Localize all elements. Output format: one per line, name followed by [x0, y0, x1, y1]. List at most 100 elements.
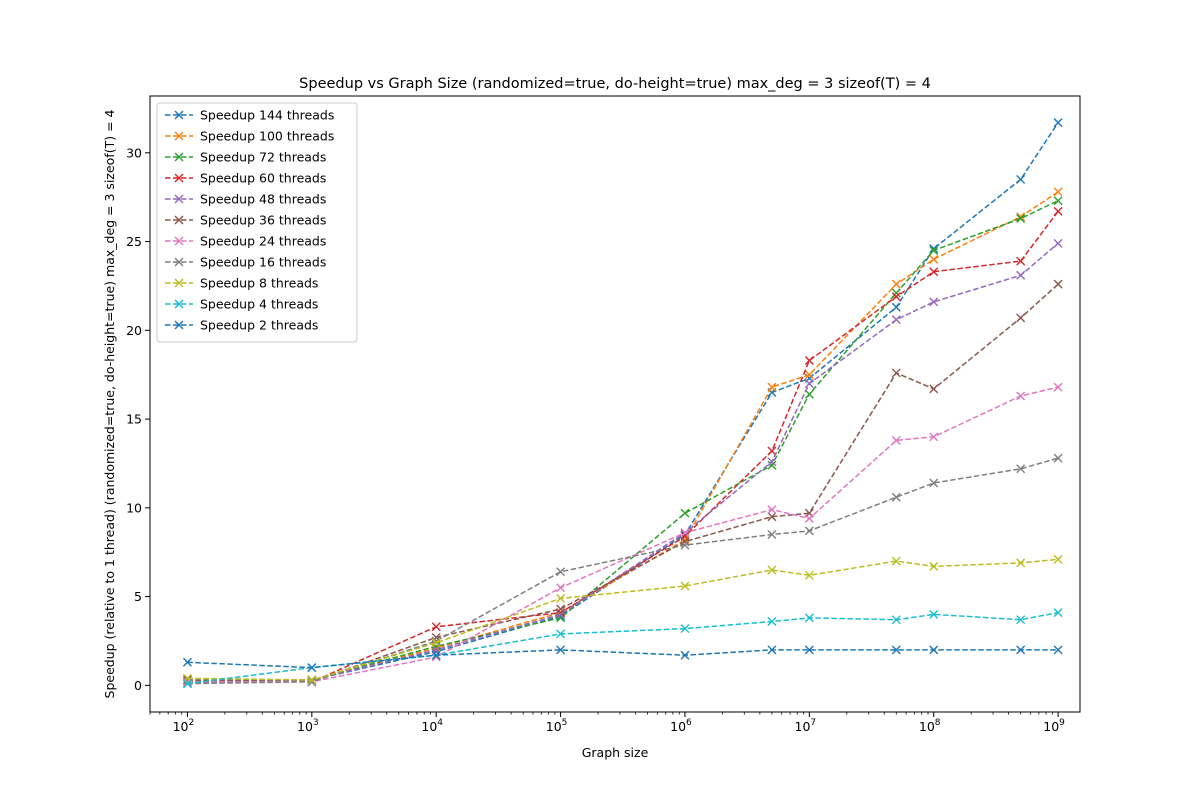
data-point	[767, 446, 777, 456]
data-point	[804, 514, 814, 523]
data-point	[767, 505, 777, 515]
data-point	[891, 315, 901, 325]
data-point	[182, 677, 192, 687]
y-axis-label: Speedup (relative to 1 thread) (randomiz…	[102, 109, 117, 698]
series-path	[187, 558, 1059, 681]
legend-label: Speedup 2 threads	[200, 318, 318, 333]
data-point	[1053, 645, 1063, 655]
data-point	[804, 526, 814, 536]
legend-entry: Speedup 16 threads	[165, 255, 326, 270]
data-point	[929, 267, 939, 277]
data-point	[804, 356, 814, 366]
data-point	[1053, 187, 1063, 197]
data-point	[174, 215, 184, 225]
data-point	[680, 528, 690, 538]
legend-entry: Speedup 60 threads	[165, 171, 326, 186]
series-path	[187, 283, 1059, 683]
data-point	[1016, 270, 1026, 280]
legend-label: Speedup 60 threads	[200, 171, 326, 186]
data-point	[1016, 256, 1026, 266]
legend-label: Speedup 8 threads	[200, 276, 318, 291]
data-point	[680, 508, 690, 518]
data-point	[556, 645, 566, 655]
data-point	[1053, 554, 1063, 564]
legend-label: Speedup 16 threads	[200, 255, 326, 270]
data-point	[556, 593, 566, 603]
y-tick-label: 15	[126, 412, 142, 427]
chart-title: Speedup vs Graph Size (randomized=true, …	[299, 76, 931, 92]
legend-entry: Speedup 72 threads	[165, 150, 326, 165]
legend-entry: Speedup 100 threads	[165, 129, 334, 144]
legend-label: Speedup 4 threads	[200, 297, 318, 312]
data-point	[891, 292, 901, 302]
data-point	[680, 624, 690, 634]
data-point	[767, 512, 777, 522]
data-point	[891, 279, 901, 289]
data-point	[767, 457, 777, 467]
y-tick-label: 5	[134, 589, 142, 604]
data-point	[804, 613, 814, 623]
data-point	[891, 368, 901, 378]
y-tick-label: 30	[126, 145, 142, 160]
data-point	[1053, 382, 1063, 392]
data-point	[929, 384, 939, 394]
data-point	[891, 302, 901, 312]
data-point	[804, 379, 814, 389]
data-point	[174, 236, 184, 246]
data-point	[1053, 453, 1063, 463]
data-point	[307, 675, 317, 685]
data-point	[556, 567, 566, 577]
legend-label: Speedup 24 threads	[200, 234, 326, 249]
y-tick-label: 10	[126, 500, 142, 515]
data-point	[307, 663, 317, 673]
legend-label: Speedup 36 threads	[200, 213, 326, 228]
legend-entry: Speedup 144 threads	[165, 108, 334, 123]
data-point	[891, 435, 901, 445]
legend-entry: Speedup 2 threads	[165, 318, 318, 333]
data-point	[680, 540, 690, 550]
x-tick-label: 104	[421, 718, 443, 734]
x-tick-label: 102	[173, 718, 195, 734]
legend: Speedup 144 threads Speedup 100 threads Sp…	[156, 102, 358, 343]
data-point	[891, 492, 901, 502]
x-tick-label: 109	[1043, 718, 1065, 734]
data-point	[174, 257, 184, 267]
x-tick-label: 108	[919, 718, 941, 734]
legend-box	[156, 102, 358, 343]
data-point	[804, 645, 814, 655]
x-tick-label: 106	[670, 718, 692, 734]
data-point	[891, 645, 901, 655]
data-point	[556, 583, 566, 593]
data-point	[1053, 608, 1063, 618]
data-point	[767, 529, 777, 539]
y-tick-label: 25	[126, 234, 142, 249]
legend-entry: Speedup 4 threads	[165, 297, 318, 312]
data-point	[804, 389, 814, 399]
y-axis: 0 5 10 15 20 25 30	[126, 145, 150, 693]
legend-label: Speedup 144 threads	[200, 108, 334, 123]
data-point	[929, 254, 939, 264]
data-point	[174, 299, 184, 309]
data-point	[929, 478, 939, 488]
data-point	[680, 537, 690, 547]
data-point	[891, 288, 901, 298]
data-point	[929, 245, 939, 255]
y-tick-label: 20	[126, 323, 142, 338]
data-point	[1016, 464, 1026, 474]
data-point	[1016, 174, 1026, 184]
series-line	[182, 645, 1063, 673]
data-point	[929, 561, 939, 571]
data-point	[767, 382, 777, 392]
data-point	[804, 570, 814, 580]
data-point	[767, 616, 777, 626]
x-axis-label: Graph size	[582, 745, 649, 760]
data-point	[174, 278, 184, 288]
data-point	[929, 244, 939, 254]
data-point	[1053, 206, 1063, 216]
data-point	[431, 650, 441, 660]
legend-label: Speedup 100 threads	[200, 129, 334, 144]
data-point	[182, 679, 192, 689]
data-point	[1053, 118, 1063, 128]
data-point	[767, 565, 777, 575]
data-point	[1053, 279, 1063, 289]
